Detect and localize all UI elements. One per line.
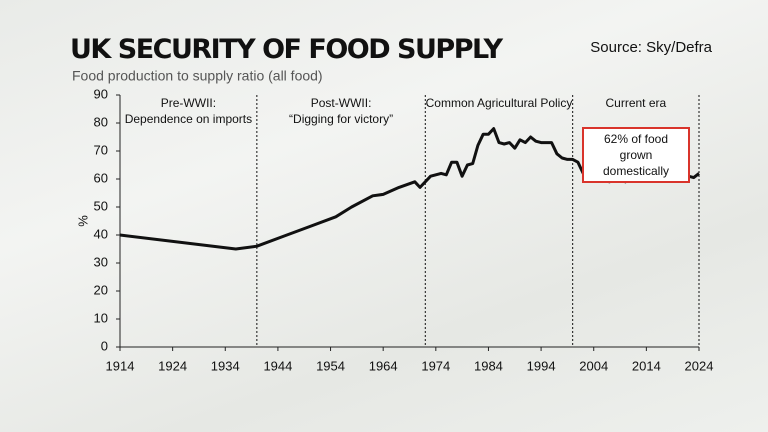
y-tick-label: 50 — [94, 198, 108, 213]
x-tick-label: 1974 — [421, 358, 450, 373]
x-tick-label: 2004 — [579, 358, 608, 373]
x-tick-label: 2024 — [685, 358, 714, 373]
period-label: Common Agricultural Policy — [426, 96, 573, 110]
annotation: 62% of food grown domestically — [582, 127, 690, 183]
period-label: “Digging for victory” — [289, 112, 393, 126]
y-tick-label: 60 — [94, 170, 108, 185]
x-tick-label: 1924 — [158, 358, 187, 373]
y-tick-label: 80 — [94, 114, 108, 129]
x-tick-label: 1954 — [316, 358, 345, 373]
y-tick-label: 90 — [94, 86, 108, 101]
x-tick-label: 2014 — [632, 358, 661, 373]
y-tick-label: 70 — [94, 142, 108, 157]
period-label: Post-WWII: — [311, 96, 372, 110]
period-label: Pre-WWII: — [161, 96, 216, 110]
x-tick-label: 1934 — [211, 358, 240, 373]
y-tick-label: 40 — [94, 226, 108, 241]
chart-title: UK SECURITY OF FOOD SUPPLY — [70, 34, 503, 65]
y-tick-label: 0 — [101, 338, 108, 353]
period-label: Dependence on imports — [125, 112, 252, 126]
y-axis-label: % — [75, 215, 90, 227]
x-tick-label: 1964 — [369, 358, 398, 373]
period-label: Current era — [605, 96, 666, 110]
y-tick-label: 10 — [94, 310, 108, 325]
subtitle: Food production to supply ratio (all foo… — [72, 68, 323, 84]
x-tick-label: 1914 — [106, 358, 135, 373]
source: Source: Sky/Defra — [590, 39, 712, 56]
x-tick-label: 1984 — [474, 358, 503, 373]
x-tick-label: 1944 — [263, 358, 292, 373]
y-tick-label: 20 — [94, 282, 108, 297]
x-tick-label: 1994 — [527, 358, 556, 373]
y-tick-label: 30 — [94, 254, 108, 269]
